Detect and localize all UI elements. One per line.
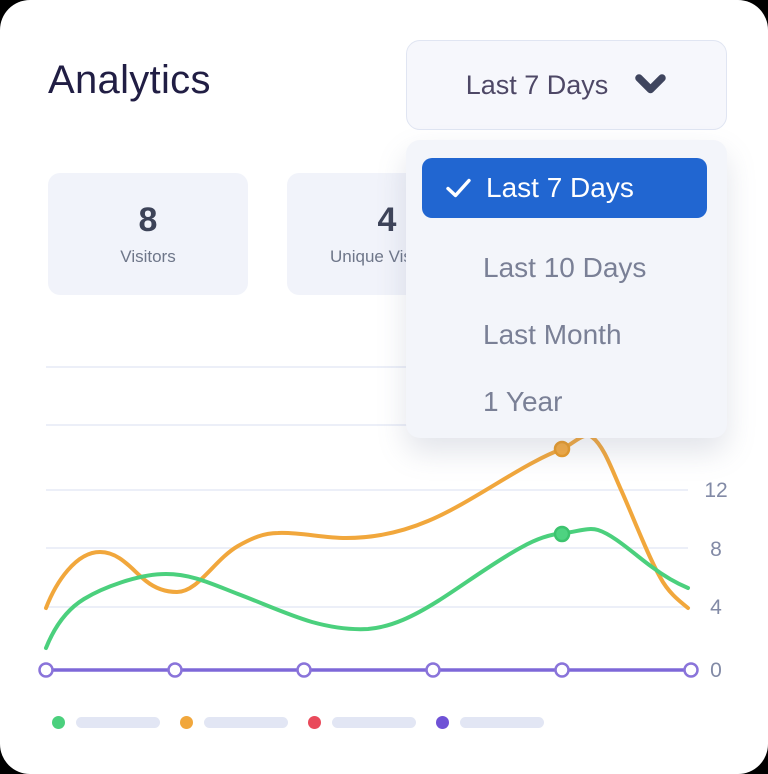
legend-item-green[interactable] — [52, 716, 160, 729]
chart-legend — [52, 716, 544, 729]
green-series-line — [44, 527, 690, 650]
chevron-down-icon — [634, 73, 667, 97]
period-dropdown-menu: Last 7 Days Last 10 Days Last Month 1 Ye… — [406, 140, 727, 438]
stat-card-visitors: 8 Visitors — [48, 173, 248, 295]
menu-item-last-month[interactable]: Last Month — [483, 319, 622, 350]
menu-item-last-7-days[interactable]: Last 7 Days — [422, 158, 707, 218]
period-dropdown-button[interactable]: Last 7 Days — [406, 40, 727, 130]
legend-label-placeholder — [332, 717, 416, 728]
legend-label-placeholder — [76, 717, 160, 728]
orange-series-swatch — [180, 716, 193, 729]
period-dropdown-label: Last 7 Days — [465, 69, 609, 100]
page-title: Analytics — [48, 58, 211, 102]
ytick-8: 8 — [710, 538, 722, 561]
legend-item-orange[interactable] — [180, 716, 288, 729]
y-axis-labels: 12 8 4 0 — [704, 479, 727, 682]
orange-point-marker — [553, 440, 571, 458]
legend-label-placeholder — [204, 717, 288, 728]
legend-item-red[interactable] — [308, 716, 416, 729]
purple-series-swatch — [436, 716, 449, 729]
stat-value: 4 — [377, 201, 397, 239]
stat-label: Visitors — [120, 247, 176, 266]
orange-series-line — [44, 433, 690, 610]
menu-item-1-year[interactable]: 1 Year — [483, 386, 563, 417]
legend-label-placeholder — [460, 717, 544, 728]
green-series-swatch — [52, 716, 65, 729]
purple-point-markers — [38, 662, 699, 678]
legend-item-purple[interactable] — [436, 716, 544, 729]
stat-value: 8 — [138, 201, 158, 239]
ytick-12: 12 — [704, 479, 727, 502]
ytick-0: 0 — [710, 659, 722, 682]
menu-item-last-10-days[interactable]: Last 10 Days — [483, 252, 647, 283]
ytick-4: 4 — [710, 596, 722, 619]
red-series-swatch — [308, 716, 321, 729]
checkmark-icon — [444, 176, 473, 200]
menu-item-label: Last 7 Days — [486, 172, 634, 203]
green-point-marker — [553, 525, 571, 543]
